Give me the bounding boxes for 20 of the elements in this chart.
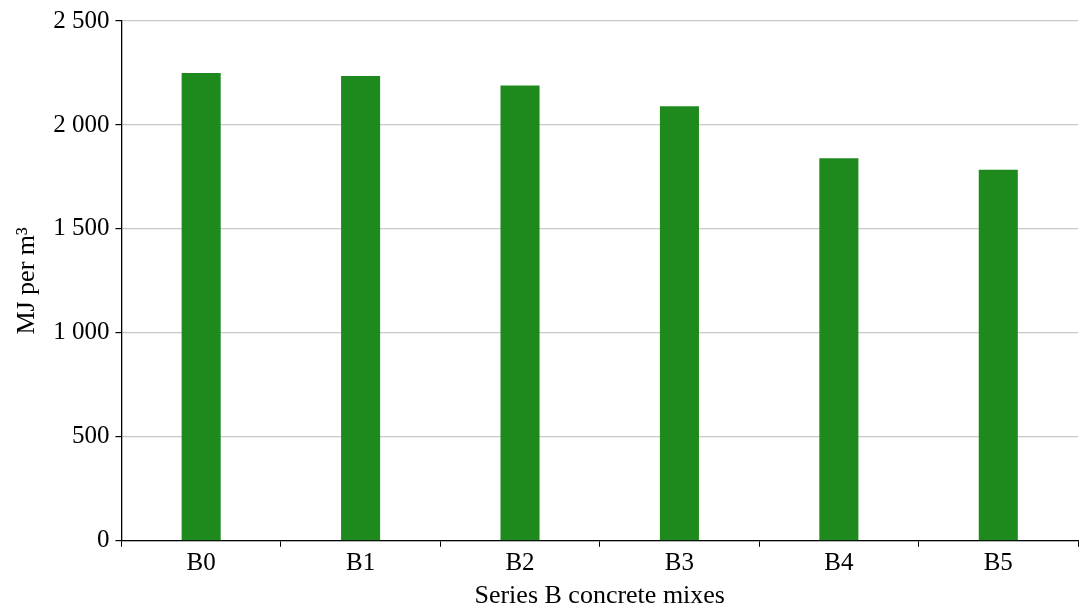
x-tick-label: B4 [824, 548, 854, 576]
bar [181, 72, 221, 541]
y-tick-label: 500 [71, 421, 110, 449]
x-axis-title: Series B concrete mixes [474, 580, 725, 610]
x-tick-label: B1 [345, 548, 376, 576]
y-tick-label: 0 [96, 525, 110, 553]
bar [819, 158, 859, 541]
y-tick-label: 2 000 [53, 109, 110, 137]
x-tick-label: B2 [505, 548, 535, 576]
y-tick-label: 1 500 [53, 213, 110, 241]
bar [659, 106, 699, 541]
x-tick-label: B0 [186, 548, 216, 576]
y-tick-label: 2 500 [53, 5, 110, 33]
bar [500, 85, 540, 541]
x-tick-label: B3 [664, 548, 695, 576]
bar [978, 169, 1018, 541]
x-tick-label: B5 [983, 548, 1013, 576]
y-tick-label: 1 000 [53, 317, 110, 345]
y-axis-title: MJ per m³ [11, 226, 41, 335]
bar [341, 76, 381, 541]
